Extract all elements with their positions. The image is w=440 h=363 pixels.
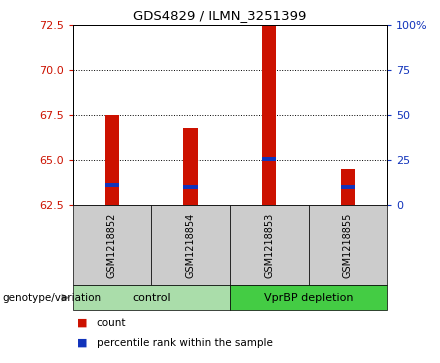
Text: GSM1218855: GSM1218855: [343, 212, 353, 278]
Bar: [341, 169, 355, 205]
Bar: [105, 115, 119, 205]
Bar: [262, 25, 276, 205]
Text: count: count: [97, 318, 126, 328]
Text: GSM1218852: GSM1218852: [107, 212, 117, 278]
Text: GSM1218854: GSM1218854: [186, 212, 195, 278]
Text: control: control: [132, 293, 171, 303]
Text: percentile rank within the sample: percentile rank within the sample: [97, 338, 273, 348]
Text: GDS4829 / ILMN_3251399: GDS4829 / ILMN_3251399: [133, 9, 307, 22]
Bar: [183, 185, 198, 189]
Text: ■: ■: [77, 338, 88, 348]
Bar: [262, 157, 276, 161]
Polygon shape: [62, 294, 70, 302]
Text: ■: ■: [77, 318, 88, 328]
Text: genotype/variation: genotype/variation: [2, 293, 101, 303]
Bar: [183, 128, 198, 205]
Bar: [341, 185, 355, 189]
Text: GSM1218853: GSM1218853: [264, 212, 274, 278]
Bar: [105, 183, 119, 187]
Text: VprBP depletion: VprBP depletion: [264, 293, 353, 303]
